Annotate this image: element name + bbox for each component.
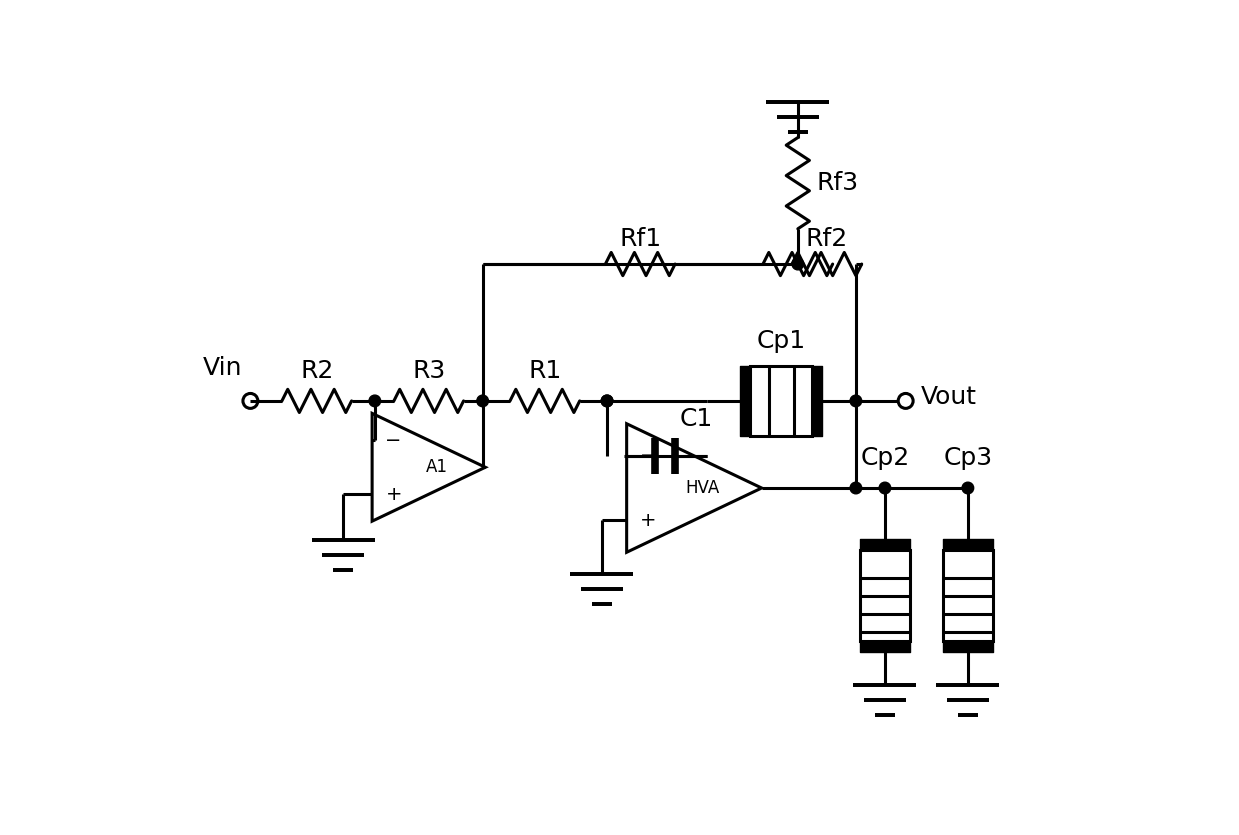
Bar <box>750 366 813 436</box>
Text: C1: C1 <box>680 407 714 431</box>
Text: R1: R1 <box>528 359 561 382</box>
Text: −: − <box>639 447 657 465</box>
Circle shape <box>601 395 613 407</box>
Circle shape <box>369 395 380 407</box>
Text: Rf2: Rf2 <box>805 227 847 250</box>
Bar <box>943 550 992 641</box>
Text: R3: R3 <box>413 359 445 382</box>
Text: R2: R2 <box>300 359 333 382</box>
Circle shape <box>477 395 488 407</box>
Text: Rf1: Rf1 <box>620 227 662 250</box>
Circle shape <box>961 482 974 493</box>
Text: Cp1: Cp1 <box>757 329 805 353</box>
Text: A1: A1 <box>426 458 449 476</box>
Text: Cp3: Cp3 <box>943 446 992 470</box>
Circle shape <box>880 482 891 493</box>
Circle shape <box>792 258 804 270</box>
Text: Cp2: Cp2 <box>860 446 909 470</box>
Text: +: + <box>385 485 401 504</box>
Circle shape <box>601 395 613 407</box>
Circle shape <box>850 482 861 493</box>
Text: HVA: HVA <box>685 479 720 497</box>
Text: +: + <box>639 511 657 529</box>
Text: Rf3: Rf3 <box>817 171 859 195</box>
Text: −: − <box>385 431 401 450</box>
Text: Vout: Vout <box>921 385 976 409</box>
Text: Vin: Vin <box>203 357 242 380</box>
Bar <box>860 550 909 641</box>
Circle shape <box>850 395 861 407</box>
